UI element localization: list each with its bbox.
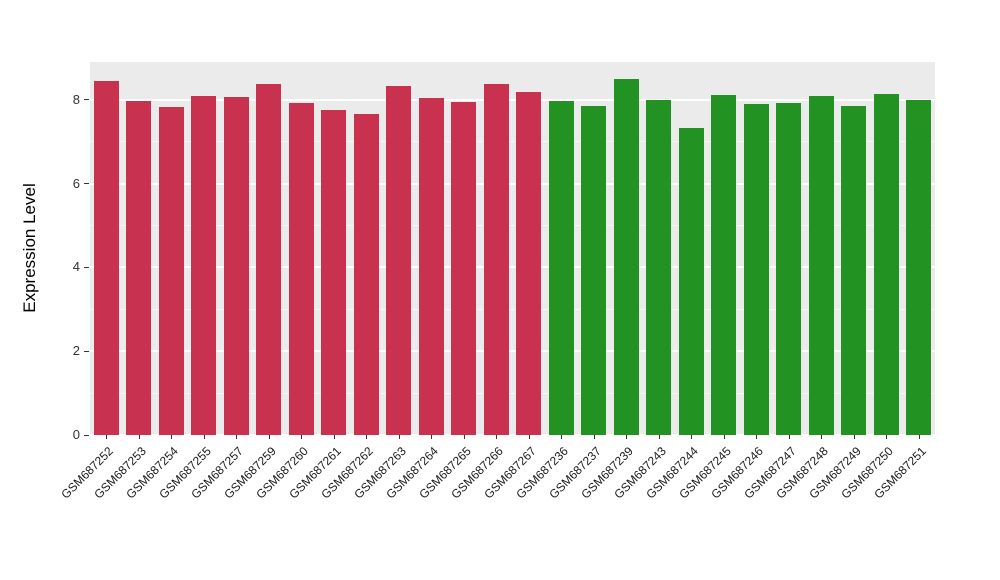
bar-GSM687260 (288, 103, 314, 435)
x-tick-mark (723, 435, 725, 439)
x-tick-mark (138, 435, 140, 439)
bar-GSM687251 (906, 99, 932, 435)
y-tick-mark (84, 99, 89, 101)
bar-GSM687257 (223, 96, 249, 435)
x-tick-mark (106, 435, 108, 439)
bar-GSM687259 (256, 84, 282, 435)
bar-GSM687248 (808, 95, 834, 435)
bar-GSM687243 (646, 99, 672, 435)
bar-GSM687237 (581, 106, 607, 435)
bar-GSM687250 (873, 94, 899, 435)
x-tick-mark (886, 435, 888, 439)
x-tick-mark (496, 435, 498, 439)
y-tick-mark (84, 266, 89, 268)
bar-GSM687261 (321, 110, 347, 435)
x-tick-mark (821, 435, 823, 439)
bar-GSM687236 (548, 100, 574, 435)
bar-GSM687252 (93, 80, 119, 435)
bar-GSM687262 (353, 113, 379, 435)
x-tick-mark (431, 435, 433, 439)
x-tick-mark (203, 435, 205, 439)
y-tick-mark (84, 350, 89, 352)
x-tick-mark (853, 435, 855, 439)
y-tick-label: 6 (72, 175, 80, 191)
x-tick-mark (756, 435, 758, 439)
x-tick-mark (788, 435, 790, 439)
bar-GSM687266 (483, 83, 509, 435)
bar-GSM687255 (191, 95, 217, 435)
bar-GSM687249 (841, 106, 867, 435)
x-tick-mark (561, 435, 563, 439)
x-tick-mark (333, 435, 335, 439)
x-tick-mark (171, 435, 173, 439)
x-tick-mark (236, 435, 238, 439)
bar-GSM687244 (678, 127, 704, 435)
x-tick-mark (463, 435, 465, 439)
bar-GSM687246 (743, 103, 769, 435)
x-tick-mark (301, 435, 303, 439)
y-tick-mark (84, 434, 89, 436)
bar-GSM687264 (418, 98, 444, 435)
bar-GSM687267 (516, 92, 542, 435)
bar-GSM687254 (158, 107, 184, 435)
bar-GSM687253 (126, 100, 152, 435)
x-tick-mark (268, 435, 270, 439)
x-tick-mark (626, 435, 628, 439)
x-tick-mark (398, 435, 400, 439)
bar-GSM687263 (386, 86, 412, 435)
x-tick-mark (528, 435, 530, 439)
x-tick-mark (658, 435, 660, 439)
bar-GSM687245 (711, 94, 737, 435)
y-tick-label: 2 (72, 343, 80, 359)
bar-GSM687239 (613, 78, 639, 435)
y-tick-label: 4 (72, 259, 80, 275)
x-tick-mark (691, 435, 693, 439)
y-axis-title: Expression Level (20, 183, 39, 313)
bar-GSM687265 (451, 102, 477, 435)
x-tick-mark (366, 435, 368, 439)
y-tick-mark (84, 183, 89, 185)
x-tick-mark (593, 435, 595, 439)
x-tick-mark (918, 435, 920, 439)
y-tick-label: 0 (72, 427, 80, 442)
y-tick-label: 8 (72, 91, 80, 107)
bar-GSM687247 (776, 103, 802, 435)
